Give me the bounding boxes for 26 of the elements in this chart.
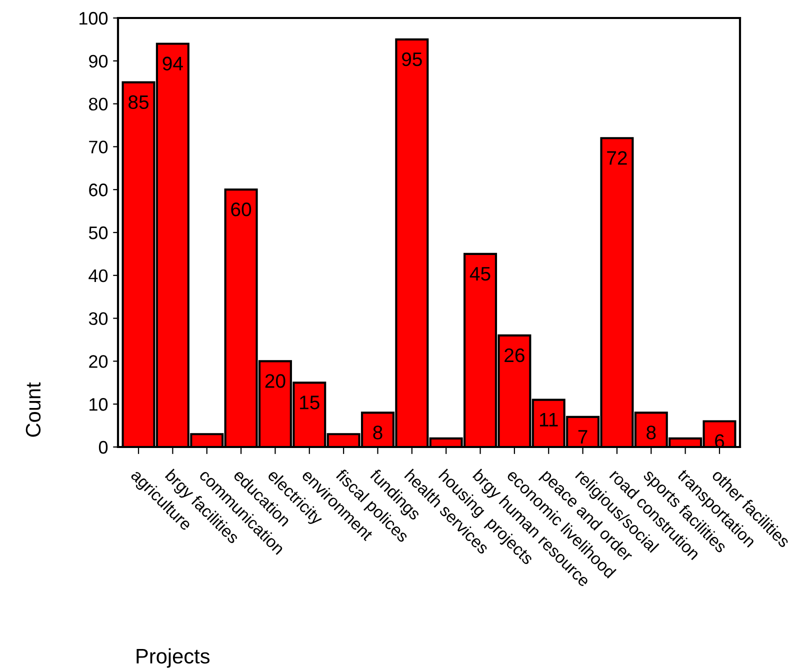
data-label: 11 [540,412,558,426]
data-label: 85 [128,95,149,110]
y-tick-label: 60 [89,184,108,196]
y-tick-label: 90 [89,54,108,68]
y-tick-label: 70 [89,140,108,154]
y-tick-label: 30 [88,312,108,326]
data-label: 7 [578,430,588,444]
data-label: 8 [646,426,656,440]
y-tick-label: 0 [98,440,108,454]
data-label: 94 [162,56,183,70]
y-tick-label: 50 [88,226,108,240]
y-axis-title: Count [26,382,41,437]
x-axis-title: Projects [136,648,210,668]
data-label: 15 [300,396,320,410]
data-label: 60 [231,202,252,216]
y-tick-label: 10 [90,398,108,411]
data-label: 95 [402,52,422,66]
y-tick-label: 20 [89,355,108,368]
y-tick-label: 40 [88,269,108,282]
data-label: 20 [265,374,286,388]
data-label: 26 [504,348,524,362]
y-tick-label: 100 [80,12,108,25]
data-label: 45 [470,267,490,281]
data-label: 72 [607,151,627,165]
data-label: 8 [373,426,382,440]
y-tick-label: 80 [88,98,108,111]
